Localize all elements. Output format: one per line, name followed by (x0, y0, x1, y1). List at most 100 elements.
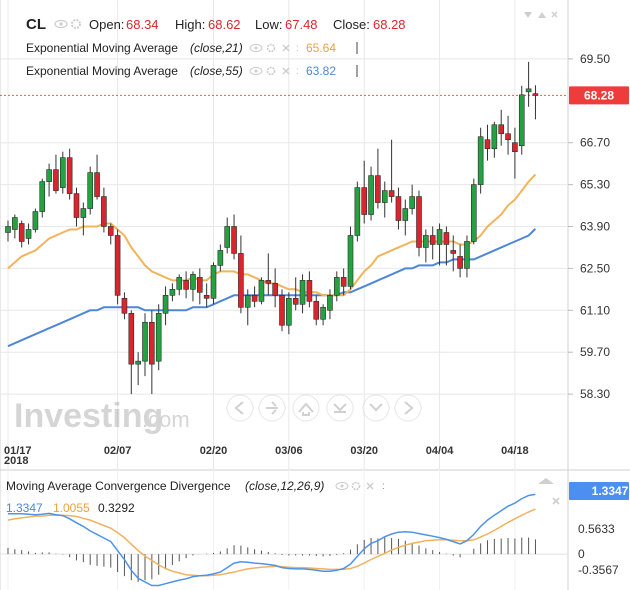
candle-body (224, 226, 230, 248)
ema21-legend-name: Exponential Moving Average (26, 41, 178, 55)
close-label: Close: (333, 17, 370, 32)
macd-value-tag-text: 1.3347 (592, 484, 629, 498)
fit-button[interactable] (362, 394, 390, 422)
watermark-suffix: .com (142, 407, 190, 432)
candle-body (87, 172, 93, 209)
ema21-remove-icon[interactable] (282, 44, 290, 52)
candle-body (46, 169, 52, 182)
watermark-brand: Investing (14, 397, 163, 435)
price-tick-label: 63.90 (580, 219, 610, 233)
candle-body (25, 229, 32, 239)
zoom-in-button[interactable] (326, 394, 354, 422)
candle-body (429, 235, 436, 245)
close-icon[interactable] (551, 11, 558, 18)
candle-body (183, 280, 189, 290)
macd-remove-icon[interactable] (366, 482, 374, 490)
histogram-value: 0.3292 (98, 501, 135, 515)
price-tick-label: 59.70 (580, 345, 610, 359)
ema55-remove-icon[interactable] (282, 67, 290, 75)
macd-eye-icon[interactable] (335, 482, 349, 490)
scroll-left-button[interactable] (226, 394, 254, 422)
collapse-icon[interactable] (524, 12, 532, 18)
candle-body (299, 280, 306, 305)
macd-value: 1.3347 (6, 501, 43, 515)
macd-legend-params: (close,12,26,9) (245, 479, 324, 493)
macd-tick-label: 0 (578, 547, 585, 561)
price-axis-ticks: 69.50 66.70 65.30 63.90 62.50 61.10 59.70 58.30 (568, 52, 610, 401)
macd-line (8, 493, 536, 587)
date-label: 01/17 (4, 445, 32, 457)
candle-body (80, 208, 87, 218)
signal-value: 1.0055 (53, 501, 90, 515)
candle-body (320, 306, 326, 320)
ema21-settings-icon[interactable] (266, 43, 276, 53)
candle-body (450, 250, 457, 254)
macd-expand-icon[interactable] (538, 478, 554, 484)
macd-close-icon[interactable] (552, 497, 560, 505)
candle-body (327, 295, 333, 311)
candle-body (53, 169, 59, 191)
candle-body (306, 280, 313, 302)
macd-settings-icon[interactable] (351, 481, 361, 491)
candle-body (114, 235, 121, 296)
open-value: 68.34 (126, 17, 159, 32)
reset-view-button[interactable] (292, 394, 320, 422)
candle-body (59, 157, 66, 188)
chevron-right-icon (404, 401, 414, 415)
ema55-settings-icon[interactable] (266, 66, 276, 76)
candle-body (155, 312, 162, 362)
candle-body (5, 226, 11, 233)
candle-body (149, 321, 155, 365)
ema55-line (7, 228, 537, 348)
candle-body (142, 321, 148, 362)
date-label: 03/20 (350, 445, 378, 457)
macd-legend-name: Moving Average Convergence Divergence (6, 479, 231, 493)
high-label: High: (175, 17, 205, 32)
candle-body (244, 295, 251, 308)
ema21-legend-value: 65.64 (306, 41, 336, 55)
ema55-more-icon[interactable]: : (296, 66, 299, 77)
macd-tick-label: 0.5633 (578, 522, 615, 536)
expand-icon[interactable] (538, 12, 546, 18)
candle-body (101, 196, 107, 227)
candle-body (107, 226, 114, 236)
date-label: 02/07 (104, 445, 132, 457)
ema55-eye-icon[interactable] (249, 67, 263, 75)
date-label: 02/20 (200, 445, 228, 457)
candle-body (395, 196, 402, 221)
macd-more-icon[interactable]: : (382, 481, 385, 492)
year-label: 2018 (4, 455, 28, 467)
zoom-out-button[interactable] (258, 394, 286, 422)
candle-body (470, 184, 477, 242)
open-label: Open: (89, 17, 124, 32)
scroll-right-button[interactable] (394, 394, 422, 422)
low-label: Low: (255, 17, 282, 32)
macd-histogram (7, 537, 536, 582)
price-tick-label: 61.10 (580, 303, 610, 317)
price-tick-label: 66.70 (580, 136, 610, 150)
candle-body (94, 172, 100, 197)
candle-body (361, 187, 368, 215)
candle-body (251, 295, 258, 302)
candle-body (238, 253, 244, 308)
candle-body (217, 250, 224, 266)
ema21-eye-icon[interactable] (249, 44, 263, 52)
candle-body (39, 181, 46, 212)
macd-tick-label: -0.3567 (578, 563, 619, 577)
candle-body (532, 93, 539, 96)
investing-watermark: Investing .com (14, 397, 190, 435)
price-tick-label: 65.30 (580, 178, 610, 192)
candle-body (402, 208, 409, 221)
candle-body (347, 235, 354, 287)
settings-gear-icon[interactable] (71, 19, 81, 29)
ema21-more-icon[interactable]: : (296, 43, 299, 54)
candle-body (484, 139, 491, 149)
candle-body (518, 94, 525, 146)
visibility-eye-icon[interactable] (54, 19, 68, 29)
candle-body (73, 193, 80, 218)
fit-icon (369, 403, 383, 412)
close-value: 68.28 (373, 17, 406, 32)
ema55-legend-params: (close,55) (190, 64, 243, 78)
macd-value-tag-background (569, 482, 629, 500)
price-tick-label: 58.30 (580, 387, 610, 401)
